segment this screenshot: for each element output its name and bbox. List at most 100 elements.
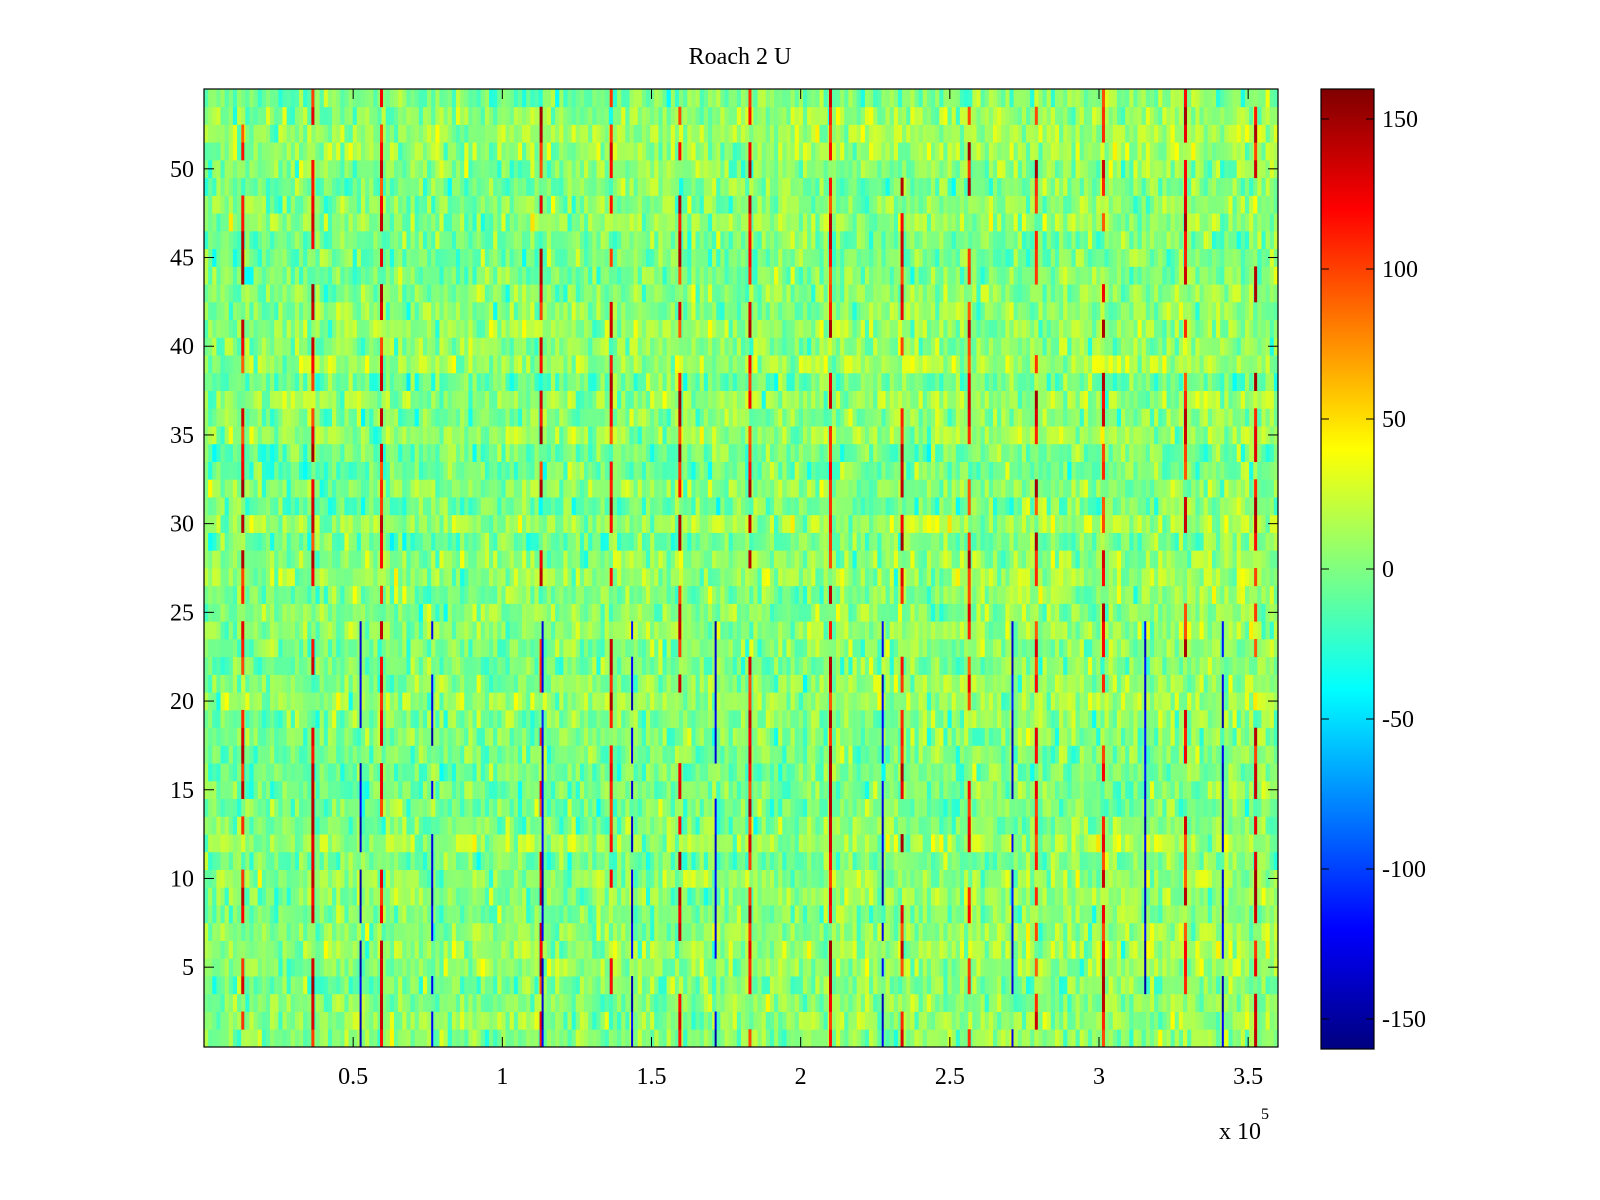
heatmap-cell bbox=[1236, 887, 1242, 906]
heatmap-cell bbox=[1203, 834, 1209, 853]
heatmap-cell bbox=[1141, 922, 1147, 941]
heatmap-cell bbox=[1013, 887, 1019, 906]
heatmap-cell bbox=[455, 887, 461, 906]
heatmap-cell bbox=[505, 940, 511, 959]
heatmap-cell bbox=[579, 993, 585, 1012]
heatmap-cell bbox=[274, 727, 279, 746]
heatmap-cell bbox=[307, 727, 312, 746]
heatmap-cell bbox=[484, 922, 490, 941]
heatmap-cell bbox=[699, 851, 705, 870]
heatmap-cell bbox=[637, 958, 643, 977]
heatmap-cell bbox=[712, 727, 717, 746]
heatmap-cell bbox=[897, 834, 903, 853]
heatmap-cell bbox=[617, 745, 622, 764]
heatmap-cell bbox=[774, 905, 779, 924]
heatmap-cell bbox=[431, 887, 436, 906]
heatmap-cell bbox=[270, 780, 275, 800]
heatmap-cell bbox=[691, 1029, 696, 1048]
heatmap-cell bbox=[1067, 940, 1072, 959]
heatmap-cell bbox=[1067, 887, 1072, 906]
heatmap-cell bbox=[988, 798, 994, 817]
heatmap-cell bbox=[980, 869, 986, 888]
heatmap-cell bbox=[290, 958, 296, 977]
heatmap-cell bbox=[1149, 798, 1155, 817]
heatmap-cell bbox=[410, 1029, 416, 1048]
heatmap-cell bbox=[402, 692, 407, 711]
heatmap-cell bbox=[307, 940, 312, 959]
heatmap-cell bbox=[369, 922, 374, 941]
heatmap-cell bbox=[716, 1029, 721, 1048]
heatmap-cell bbox=[1038, 798, 1043, 817]
heatmap-cell bbox=[1166, 709, 1171, 729]
heatmap-cell bbox=[1269, 1011, 1275, 1030]
heatmap-cell bbox=[1149, 887, 1155, 906]
heatmap-cell bbox=[1191, 834, 1196, 853]
heatmap-cell bbox=[889, 816, 895, 835]
heatmap-cell bbox=[418, 1011, 424, 1030]
heatmap-cell bbox=[893, 851, 899, 870]
heatmap-cell bbox=[472, 834, 478, 853]
heatmap-cell bbox=[687, 922, 692, 941]
heatmap-cell bbox=[720, 1011, 725, 1030]
heatmap-cell bbox=[290, 692, 296, 711]
heatmap-cell bbox=[1265, 905, 1271, 924]
heatmap-cell bbox=[563, 709, 568, 729]
heatmap-cell bbox=[621, 1011, 626, 1030]
heatmap-cell bbox=[1034, 709, 1039, 729]
heatmap-cell bbox=[906, 922, 911, 941]
heatmap-cell bbox=[1054, 834, 1060, 853]
heatmap-cell bbox=[1228, 851, 1233, 870]
heatmap-cell bbox=[567, 869, 573, 888]
heatmap-cell bbox=[1005, 851, 1010, 870]
heatmap-cell bbox=[860, 745, 866, 764]
heatmap-cell bbox=[992, 763, 998, 782]
heatmap-cell bbox=[1030, 727, 1035, 746]
heatmap-cell bbox=[546, 763, 552, 782]
heatmap-cell bbox=[1137, 1029, 1143, 1048]
heatmap-cell bbox=[1236, 958, 1242, 977]
heatmap-cell bbox=[670, 905, 676, 924]
heatmap-cell bbox=[294, 780, 300, 800]
heatmap-cell bbox=[216, 958, 221, 977]
heatmap-cell bbox=[249, 780, 254, 800]
heatmap-cell bbox=[658, 869, 663, 888]
heatmap-cell bbox=[563, 798, 568, 817]
heatmap-cell bbox=[794, 993, 800, 1012]
heatmap-cell bbox=[889, 905, 895, 924]
heatmap-cell bbox=[385, 993, 391, 1012]
heatmap-cell bbox=[757, 834, 763, 853]
heatmap-cell bbox=[588, 869, 593, 888]
heatmap-cell bbox=[571, 976, 577, 995]
heatmap-cell bbox=[315, 692, 321, 711]
heatmap-cell bbox=[460, 763, 465, 782]
heatmap-cell bbox=[278, 958, 283, 977]
heatmap-cell bbox=[336, 976, 341, 995]
heatmap-cell bbox=[914, 834, 920, 853]
heatmap-cell bbox=[695, 976, 701, 995]
heatmap-cell bbox=[860, 1011, 866, 1030]
heatmap-cell bbox=[765, 976, 771, 995]
heatmap-cell bbox=[852, 816, 858, 835]
heatmap-cell bbox=[666, 727, 672, 746]
heatmap-cell bbox=[1162, 834, 1167, 853]
heatmap-cell bbox=[666, 940, 672, 959]
heatmap-cell bbox=[914, 763, 920, 782]
heatmap-cell bbox=[336, 1011, 341, 1030]
heatmap-cell bbox=[365, 869, 370, 888]
heatmap-cell bbox=[307, 922, 312, 941]
heatmap-cell bbox=[988, 993, 994, 1012]
heatmap-cell bbox=[377, 940, 383, 959]
heatmap-cell bbox=[823, 798, 829, 817]
heatmap-cell bbox=[497, 709, 502, 729]
heatmap-cell bbox=[282, 745, 288, 764]
heatmap-cell bbox=[980, 709, 986, 729]
heatmap-cell bbox=[1211, 887, 1217, 906]
heatmap-cell bbox=[398, 727, 403, 746]
heatmap-cell bbox=[588, 709, 593, 729]
heatmap-cell bbox=[431, 1029, 436, 1048]
heatmap-cell bbox=[1063, 976, 1068, 995]
heatmap-cell bbox=[406, 692, 411, 711]
heatmap-cell bbox=[885, 780, 891, 800]
heatmap-cell bbox=[1087, 1029, 1093, 1048]
heatmap-cell bbox=[728, 887, 734, 906]
